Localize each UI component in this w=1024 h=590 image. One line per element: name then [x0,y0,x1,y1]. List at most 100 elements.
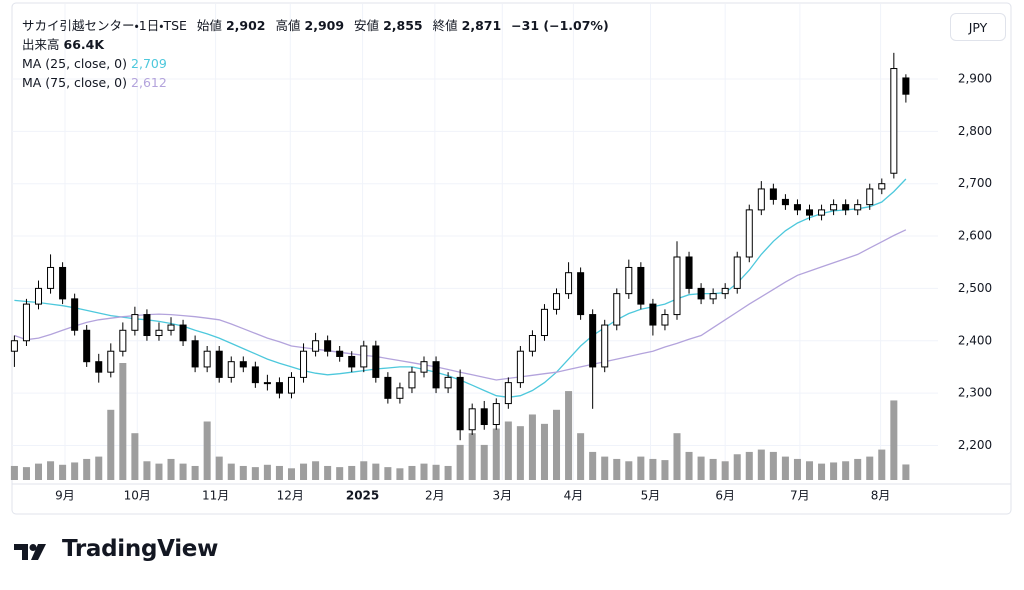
candle-body [842,204,850,211]
candle-body [131,314,139,331]
x-tick-label: 3月 [492,489,512,503]
candle-body [902,77,910,95]
volume-bar [396,468,404,480]
volume-value: 66.4K [63,37,105,52]
candle-body [324,340,332,352]
ohlc-value: 2,909 [304,18,345,33]
ohlc-label: 高値 [275,18,301,33]
candle-body [312,340,320,352]
y-tick-label: 2,300 [958,386,992,400]
candle-body [119,329,127,352]
volume-bar [745,451,753,480]
volume-bar [167,458,175,480]
candle-body [878,183,886,190]
volume-bar [577,433,585,480]
candle-body [649,303,657,326]
volume-bar [432,464,440,480]
volume-bar [661,460,669,480]
candle-body [420,361,428,373]
volume-bar [601,456,609,480]
candle-body [287,376,296,394]
volume-bar [275,465,283,480]
volume-bar [516,426,524,480]
volume-bar [456,444,464,480]
candle-body [95,361,103,373]
volume-bar [492,428,500,480]
candle-body [83,329,91,363]
volume-bar [528,414,536,480]
x-tick-label: 4月 [564,489,584,503]
volume-bar [71,462,79,480]
ohlc-value: 2,871 [461,18,502,33]
candle-body [589,314,597,368]
x-tick-label: 9月 [55,489,75,503]
volume-bar [589,451,597,480]
candle-body [769,188,777,200]
candle-body [854,204,862,211]
candle-body [444,376,452,389]
volume-bar [733,454,741,480]
volume-bar [251,467,259,480]
candle-body [384,376,392,399]
ma-name: MA (25, close, 0) [22,56,128,71]
volume-bar [227,463,235,480]
volume-bar [769,451,777,480]
legend: サカイ引越センター・1日・TSE 始値 2,902 高値 2,909 安値 2,855 終値… [22,16,615,92]
volume-bar [47,461,55,480]
candle-body [661,314,669,326]
change-value: −31 (−1.07%) [511,18,609,33]
volume-bar [263,464,271,480]
volume-bar [22,467,30,480]
symbol-title: サカイ引越センター・1日・TSE [22,18,187,33]
x-tick-label: 6月 [715,489,735,503]
candle-body [528,335,536,352]
volume-bar [312,461,320,480]
brand-logo [14,544,46,560]
volume-bar [878,449,886,480]
volume-bar [697,456,705,480]
ma-value: 2,612 [131,75,167,90]
candle-body [239,361,247,368]
y-tick-label: 2,500 [958,281,992,295]
volume-bar [781,456,789,480]
volume-label: 出来高 [22,37,60,52]
ma-legend-row: MA (75, close, 0) 2,612 [22,73,615,92]
y-tick-label: 2,700 [958,176,992,190]
candle-body [348,355,356,368]
ohlc-value: 2,902 [225,18,266,33]
currency-button[interactable]: JPY [950,13,1006,41]
volume-bar [565,391,573,480]
candle-body [830,204,838,211]
volume-bar [757,449,765,480]
volume-bar [384,467,392,480]
candle-body [179,324,187,342]
candle-body [818,209,826,216]
candle-body [251,366,259,384]
x-tick-label: 2025 [346,489,379,503]
candle-body [781,198,789,206]
candle-body [637,266,645,305]
volume-bar [372,463,380,480]
candle-body [577,272,585,316]
candle-body [59,266,67,300]
volume-bar [34,463,43,480]
volume-bar [10,465,18,480]
volume-bar [203,421,211,480]
volume-row: 出来高 66.4K [22,35,615,54]
ohlc-label: 始値 [196,18,222,33]
volume-bar [649,458,657,480]
candle-body [263,382,271,385]
candle-body [34,287,43,305]
volume-bar [83,458,91,480]
candle-body [721,287,729,295]
volume-bar [866,456,874,480]
candle-body [191,340,199,368]
candle-body [336,350,344,357]
y-tick-label: 2,200 [958,438,992,452]
volume-bar [721,461,729,480]
volume-bar [553,409,561,480]
volume-bar [830,462,838,480]
x-tick-label: 7月 [790,489,810,503]
ma-value: 2,709 [131,56,167,71]
